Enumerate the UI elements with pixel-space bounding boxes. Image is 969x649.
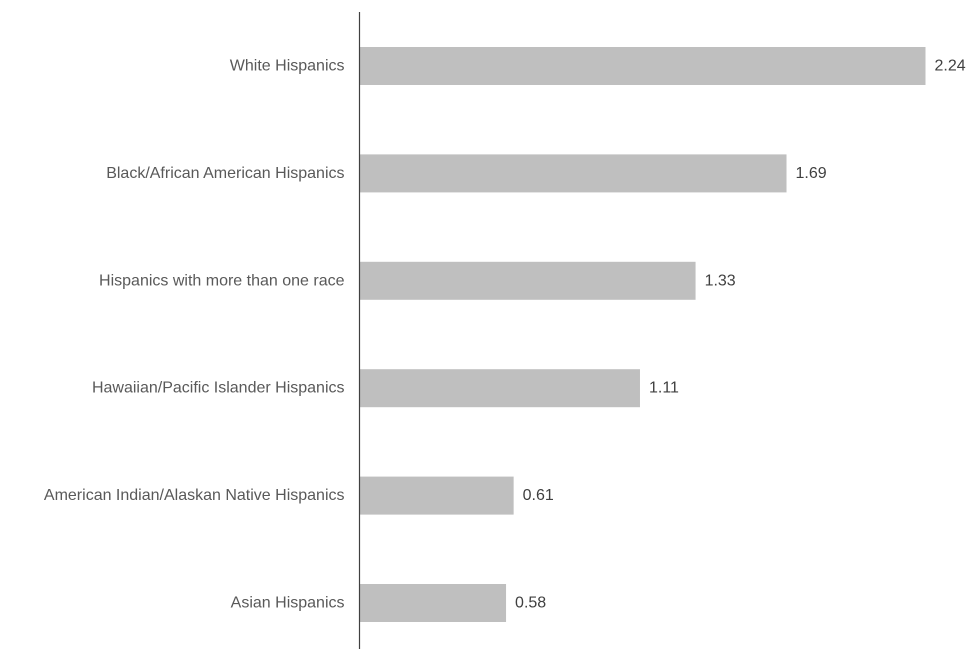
value-label: 0.58 — [515, 595, 546, 612]
category-label: Hawaiian/Pacific Islander Hispanics — [92, 380, 345, 397]
value-label: 2.24 — [935, 58, 966, 75]
bars-layer — [359, 47, 926, 622]
category-label: White Hispanics — [230, 58, 345, 75]
bar — [359, 369, 640, 408]
category-label: Hispanics with more than one race — [99, 272, 345, 289]
value-label: 1.11 — [649, 380, 679, 397]
category-label: American Indian/Alaskan Native Hispanics — [44, 487, 345, 504]
value-label: 1.69 — [796, 165, 827, 182]
value-labels: 2.24 1.69 1.33 1.11 0.61 0.58 — [515, 58, 966, 612]
category-label: Black/African American Hispanics — [106, 165, 344, 182]
bar — [359, 47, 926, 85]
bar — [359, 584, 507, 622]
value-label: 1.33 — [705, 272, 736, 289]
category-label: Asian Hispanics — [231, 595, 345, 612]
bar — [359, 261, 696, 300]
category-labels: White Hispanics Black/African American Hi… — [44, 58, 345, 612]
value-label: 0.61 — [523, 487, 554, 504]
bar — [359, 476, 514, 515]
bar — [359, 154, 787, 193]
